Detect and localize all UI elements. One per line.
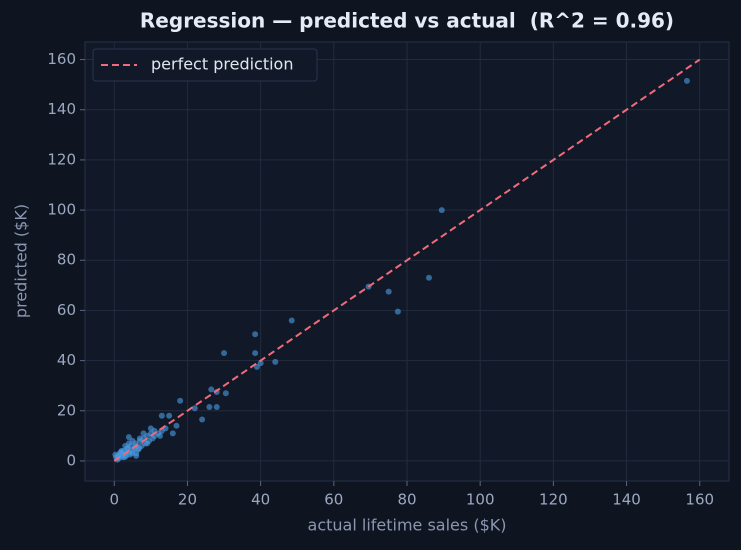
point [147, 425, 154, 432]
point [158, 412, 165, 419]
chart-title: Regression — predicted vs actual (R^2 = … [140, 9, 674, 33]
point [112, 451, 119, 458]
x-tick-label: 80 [397, 491, 416, 509]
point [213, 403, 220, 410]
x-tick-label: 160 [685, 491, 714, 509]
point [272, 358, 279, 365]
legend-label: perfect prediction [151, 55, 293, 74]
y-tick-label: 100 [47, 201, 76, 219]
x-tick-label: 120 [539, 491, 568, 509]
point [125, 434, 132, 441]
x-tick-label: 20 [178, 491, 197, 509]
point [199, 416, 206, 423]
point [157, 432, 164, 439]
point [136, 445, 143, 452]
y-axis-label: predicted ($K) [12, 204, 31, 318]
y-tick-label: 60 [57, 301, 76, 319]
y-tick-label: 80 [57, 251, 76, 269]
point [191, 405, 198, 412]
x-tick-label: 40 [251, 491, 270, 509]
x-axis-label: actual lifetime sales ($K) [308, 516, 507, 535]
point [136, 435, 143, 442]
point [177, 397, 184, 404]
point [253, 363, 260, 370]
point [140, 430, 147, 437]
y-tick-label: 140 [47, 100, 76, 118]
point [128, 450, 135, 457]
y-tick-label: 0 [66, 451, 76, 469]
point [257, 360, 264, 367]
point [169, 430, 176, 437]
point [206, 403, 213, 410]
point [683, 77, 690, 84]
x-tick-label: 0 [109, 491, 119, 509]
point [144, 440, 151, 447]
point [252, 331, 259, 338]
point [222, 390, 229, 397]
point [173, 422, 180, 429]
legend-box [92, 48, 318, 82]
point [166, 412, 173, 419]
point [385, 288, 392, 295]
point [425, 274, 432, 281]
point [208, 386, 215, 393]
point [121, 454, 128, 461]
point [129, 437, 136, 444]
reference-line [113, 58, 701, 462]
point [133, 452, 140, 459]
point [288, 317, 295, 324]
point [394, 308, 401, 315]
point [221, 350, 228, 357]
x-tick-label: 100 [466, 491, 495, 509]
y-tick-label: 120 [47, 150, 76, 168]
point [438, 207, 445, 214]
y-tick-label: 20 [57, 401, 76, 419]
x-tick-label: 60 [324, 491, 343, 509]
y-tick-label: 40 [57, 351, 76, 369]
y-tick-label: 160 [47, 50, 76, 68]
point [118, 447, 125, 454]
point [252, 350, 259, 357]
x-tick-label: 140 [612, 491, 641, 509]
